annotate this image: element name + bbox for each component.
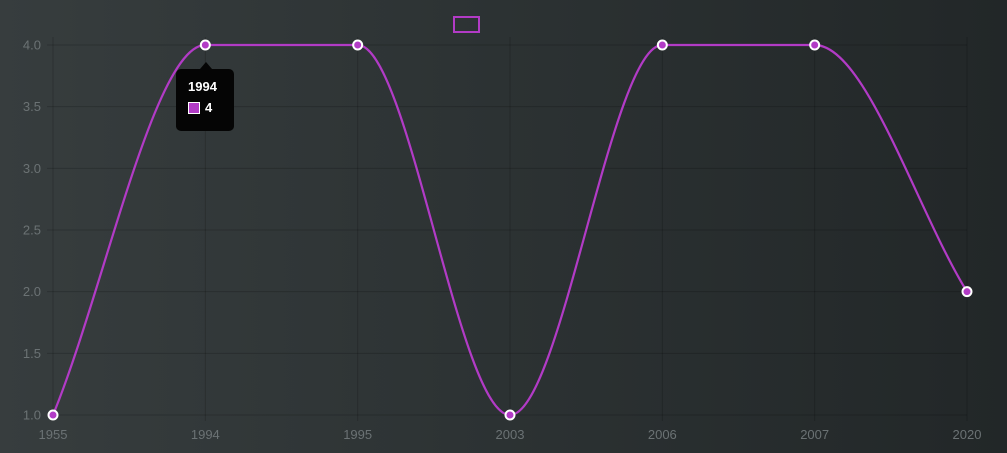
y-tick-label: 1.0 [23,408,41,423]
y-axis-ticks: 1.0 1.5 2.0 2.5 3.0 3.5 4.0 [23,38,41,423]
x-tick-label: 1994 [191,427,220,442]
y-tick-label: 1.5 [23,346,41,361]
x-tick-label: 2003 [496,427,525,442]
x-tick-label: 1995 [343,427,372,442]
tooltip-value: 4 [205,100,213,115]
data-point[interactable] [656,39,668,51]
x-tick-label: 2020 [953,427,982,442]
data-point[interactable] [809,39,821,51]
data-points[interactable] [47,39,973,421]
legend-swatch[interactable] [453,16,480,33]
legend[interactable] [453,16,480,33]
tooltip-title: 1994 [188,79,217,94]
tooltip-row: 4 [188,101,222,115]
y-tick-label: 3.0 [23,161,41,176]
x-tick-label: 1955 [39,427,68,442]
y-tick-label: 3.5 [23,99,41,114]
tooltip: 1994 4 [176,62,234,131]
data-point[interactable] [199,39,211,51]
data-point[interactable] [47,409,59,421]
x-axis-ticks: 1955 1994 1995 2003 2006 2007 2020 [39,427,982,442]
data-point[interactable] [961,286,973,298]
data-point[interactable] [352,39,364,51]
y-tick-label: 4.0 [23,38,41,53]
x-tick-label: 2006 [648,427,677,442]
x-tick-label: 2007 [800,427,829,442]
y-tick-label: 2.0 [23,284,41,299]
y-tick-label: 2.5 [23,223,41,238]
tooltip-swatch [188,102,200,114]
data-point[interactable] [504,409,516,421]
